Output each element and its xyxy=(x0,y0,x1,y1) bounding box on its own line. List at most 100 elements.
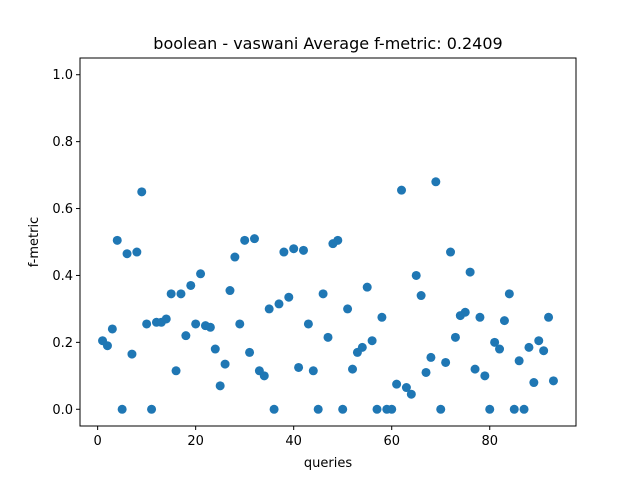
data-point xyxy=(137,187,147,197)
x-axis-ticks: 0 20 40 60 80 xyxy=(94,426,498,449)
data-point xyxy=(446,247,456,257)
data-point xyxy=(210,344,220,354)
data-point xyxy=(421,367,431,377)
data-point xyxy=(274,299,284,309)
data-point xyxy=(112,235,122,245)
data-point xyxy=(509,404,519,414)
plot-area-frame xyxy=(79,57,577,427)
data-point xyxy=(323,332,333,342)
y-tick-label: 0.8 xyxy=(52,135,73,150)
y-axis-ticks: 0.0 0.2 0.4 0.6 0.8 1.0 xyxy=(52,68,80,418)
data-point xyxy=(470,364,480,374)
data-point xyxy=(269,404,279,414)
data-point xyxy=(196,269,206,279)
data-point xyxy=(387,404,397,414)
data-point xyxy=(235,319,245,329)
data-point xyxy=(544,312,554,322)
data-point xyxy=(490,337,500,347)
x-tick-label: 40 xyxy=(285,434,302,449)
data-point xyxy=(249,234,259,244)
data-point xyxy=(147,404,157,414)
data-point xyxy=(186,280,196,290)
data-point xyxy=(392,379,402,389)
data-point xyxy=(362,282,372,292)
data-point xyxy=(480,371,490,381)
data-point xyxy=(416,291,426,301)
x-tick-label: 80 xyxy=(481,434,498,449)
data-point xyxy=(215,381,225,391)
y-tick-label: 0.2 xyxy=(52,336,73,351)
data-point xyxy=(411,270,421,280)
data-point xyxy=(142,319,152,329)
data-point xyxy=(318,289,328,299)
data-point xyxy=(289,244,299,254)
data-point xyxy=(524,342,534,352)
data-point xyxy=(475,312,485,322)
y-tick-label: 0.6 xyxy=(52,202,73,217)
data-point xyxy=(176,289,186,299)
data-point xyxy=(367,336,377,346)
x-tick-label: 60 xyxy=(383,434,400,449)
data-point xyxy=(171,366,181,376)
data-point xyxy=(191,319,201,329)
data-point xyxy=(132,247,142,257)
data-point xyxy=(338,404,348,414)
data-point xyxy=(294,362,304,372)
data-point xyxy=(548,376,558,386)
points-layer xyxy=(98,177,558,414)
data-point xyxy=(495,344,505,354)
data-point xyxy=(122,249,132,259)
data-point xyxy=(514,356,524,366)
data-point xyxy=(539,346,549,356)
data-point xyxy=(240,235,250,245)
data-point xyxy=(485,404,495,414)
data-point xyxy=(499,316,509,326)
data-point xyxy=(127,349,137,359)
data-point xyxy=(534,336,544,346)
y-axis-label: f-metric xyxy=(27,217,42,267)
data-point xyxy=(431,177,441,187)
data-point xyxy=(372,404,382,414)
data-point xyxy=(284,292,294,302)
data-point xyxy=(117,404,127,414)
data-point xyxy=(313,404,323,414)
data-point xyxy=(298,245,308,255)
data-point xyxy=(343,304,353,314)
x-tick-label: 20 xyxy=(187,434,204,449)
data-point xyxy=(406,389,416,399)
data-point xyxy=(333,235,343,245)
data-point xyxy=(259,371,269,381)
data-point xyxy=(450,332,460,342)
data-point xyxy=(225,286,235,296)
data-point xyxy=(519,404,529,414)
data-point xyxy=(357,342,367,352)
data-point xyxy=(205,322,215,332)
y-tick-label: 0.4 xyxy=(52,269,73,284)
data-point xyxy=(308,366,318,376)
data-point xyxy=(377,312,387,322)
data-point xyxy=(220,359,230,369)
data-point xyxy=(397,185,407,195)
data-point xyxy=(401,383,411,393)
data-point xyxy=(245,347,255,357)
data-point xyxy=(107,324,117,334)
data-point xyxy=(303,319,313,329)
y-tick-label: 0.0 xyxy=(52,403,73,418)
data-point xyxy=(102,341,112,351)
data-point xyxy=(529,378,539,388)
data-point xyxy=(441,357,451,367)
data-point xyxy=(436,404,446,414)
x-axis-label: queries xyxy=(304,456,352,471)
data-point xyxy=(465,267,475,277)
data-point xyxy=(460,307,470,317)
data-point xyxy=(161,314,171,324)
data-point xyxy=(348,364,358,374)
data-point xyxy=(426,352,436,362)
x-tick-label: 0 xyxy=(94,434,102,449)
data-point xyxy=(279,247,289,257)
chart-title: boolean - vaswani Average f-metric: 0.24… xyxy=(153,34,502,53)
data-point xyxy=(181,331,191,341)
y-tick-label: 1.0 xyxy=(52,68,73,83)
